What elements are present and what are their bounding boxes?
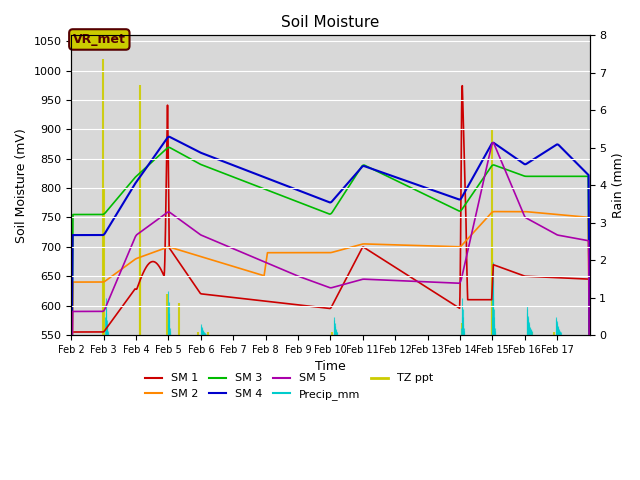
Y-axis label: Soil Moisture (mV): Soil Moisture (mV) — [15, 128, 28, 242]
Text: VR_met: VR_met — [73, 33, 126, 46]
Title: Soil Moisture: Soil Moisture — [281, 15, 380, 30]
X-axis label: Time: Time — [315, 360, 346, 373]
Y-axis label: Rain (mm): Rain (mm) — [612, 152, 625, 218]
Legend: SM 1, SM 2, SM 3, SM 4, SM 5, Precip_mm, TZ ppt: SM 1, SM 2, SM 3, SM 4, SM 5, Precip_mm,… — [141, 369, 437, 404]
